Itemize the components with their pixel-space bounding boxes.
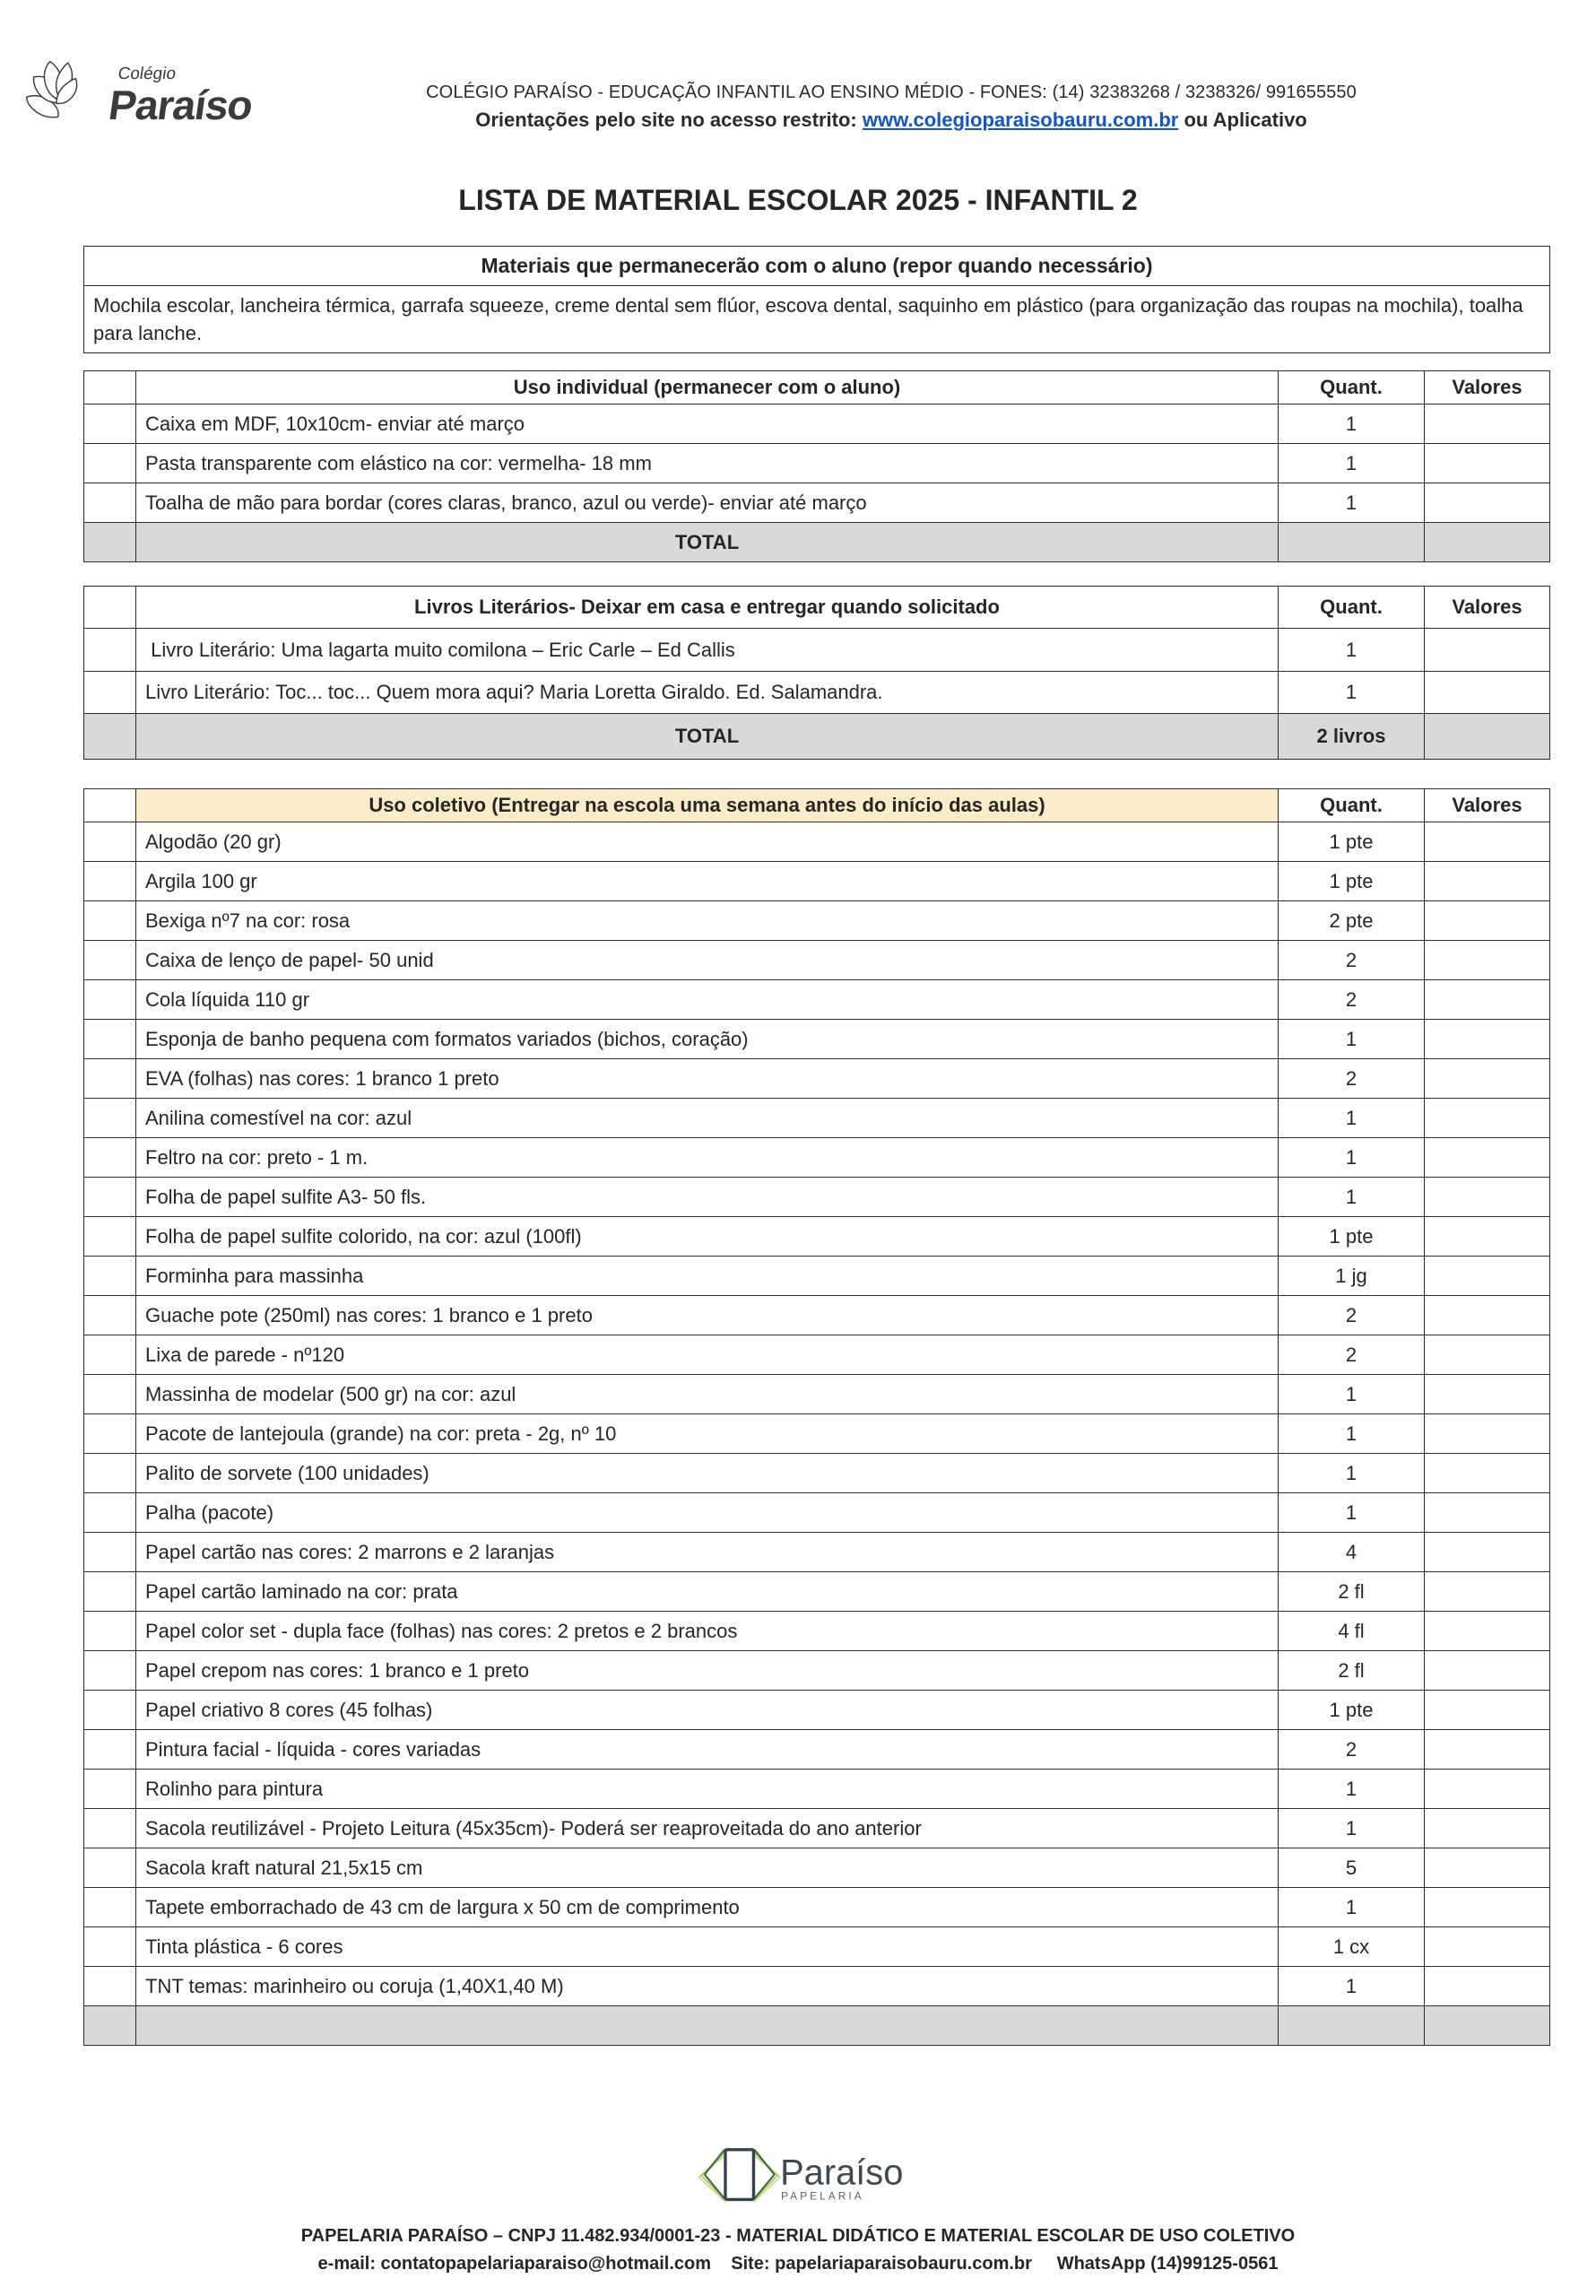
svg-text:PAPELARIA: PAPELARIA — [781, 2189, 864, 2202]
svg-text:Paraíso: Paraíso — [780, 2153, 903, 2193]
